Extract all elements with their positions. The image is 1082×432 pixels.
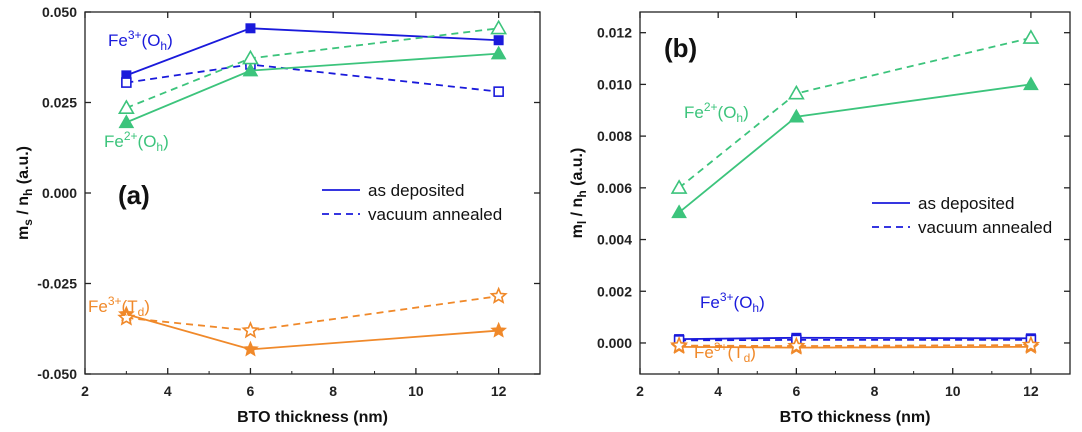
series-line [126,313,499,351]
data-point [493,86,504,97]
data-point [490,45,507,60]
y-tick-label: -0.025 [37,276,77,292]
series-fe2oh-annealed [117,19,508,114]
data-point [245,23,256,34]
data-point [242,340,259,357]
series-line [126,52,499,124]
legend-entry: vacuum annealed [368,205,502,224]
data-point [117,99,135,114]
plot-frame [639,11,1071,375]
data-point [1022,29,1040,44]
series-line [679,338,1031,342]
data-point [788,108,805,123]
data-point [671,204,687,219]
x-tick-label: 4 [714,383,722,399]
data-point [242,62,259,77]
series-line [126,295,499,332]
data-point [490,19,508,35]
species-annotation: Fe3+(Oh) [700,290,765,315]
series-line [126,27,499,109]
y-tick-label: 0.010 [597,76,632,92]
x-axis-title: BTO thickness (nm) [780,409,931,426]
panel-b: 2 4 6 8 10 12 0.000 0.002 0.004 0.006 0.008 0.010 0.… [569,11,1071,426]
panel-label: (b) [664,33,697,63]
data-point [670,179,688,194]
series-line [126,63,499,93]
data-point [242,49,259,65]
series-fe2oh-deposited [671,76,1039,219]
species-annotation: Fe2+(Oh) [104,129,169,154]
species-annotation: Fe3+(Td) [694,340,756,365]
legend-entry: as deposited [368,181,464,200]
x-tick-label: 10 [408,383,424,399]
panel-label: (a) [118,180,150,210]
y-axis-title: ml / nh (a.u.) [569,148,589,239]
y-tick-label: 0.004 [597,232,632,248]
series-line [679,336,1031,340]
x-tick-label: 6 [792,383,800,399]
series-fe3oh-deposited [121,23,504,81]
series-fe3td-annealed [669,335,1041,354]
data-point [787,336,806,354]
legend-entry: as deposited [918,194,1014,213]
species-annotation: Fe3+(Td) [88,294,150,319]
y-axis-title: ms / nh (a.u.) [15,146,35,240]
y-tick-label: 0.012 [597,25,632,41]
data-point [787,84,805,100]
panel-a: 2 4 6 8 10 12 -0.050 -0.025 0.000 0.025 0.050 BTO t… [15,4,541,426]
y-tick-label: 0.000 [42,185,77,201]
data-point [121,77,132,88]
data-point [490,321,508,338]
data-point [241,320,260,339]
series-fe3td-deposited [117,305,508,357]
data-point [1023,76,1039,91]
y-tick-label: 0.000 [597,335,632,351]
data-point [493,35,504,46]
data-point [118,114,135,129]
y-tick-label: 0.025 [42,95,77,111]
x-tick-label: 4 [164,383,172,399]
y-tick-label: 0.050 [42,4,77,20]
data-point [117,308,136,326]
series-fe2oh-annealed [670,29,1040,194]
x-tick-label: 12 [1023,383,1039,399]
x-tick-label: 8 [871,383,879,399]
y-tick-label: 0.006 [597,180,632,196]
series-fe3td-annealed [117,286,508,339]
data-point [669,335,689,354]
x-tick-label: 8 [329,383,337,399]
x-tick-label: 6 [247,383,255,399]
x-tick-label: 2 [81,383,89,399]
data-point [489,286,508,304]
data-point [1021,335,1041,353]
legend: as deposited vacuum annealed [872,194,1052,237]
species-annotation: Fe3+(Oh) [108,28,173,53]
y-tick-label: 0.002 [597,283,632,299]
x-tick-label: 2 [636,383,644,399]
species-annotation: Fe2+(Oh) [684,100,749,125]
series-line [679,344,1031,347]
series-fe2oh-deposited [118,45,507,129]
x-tick-label: 12 [491,383,507,399]
series-fe3oh-annealed [121,59,504,97]
legend-entry: vacuum annealed [918,218,1052,237]
legend: as deposited vacuum annealed [322,181,502,224]
x-axis-title: BTO thickness (nm) [237,409,388,426]
x-tick-label: 10 [945,383,961,399]
y-tick-label: 0.008 [597,128,632,144]
y-tick-label: -0.050 [37,366,77,382]
